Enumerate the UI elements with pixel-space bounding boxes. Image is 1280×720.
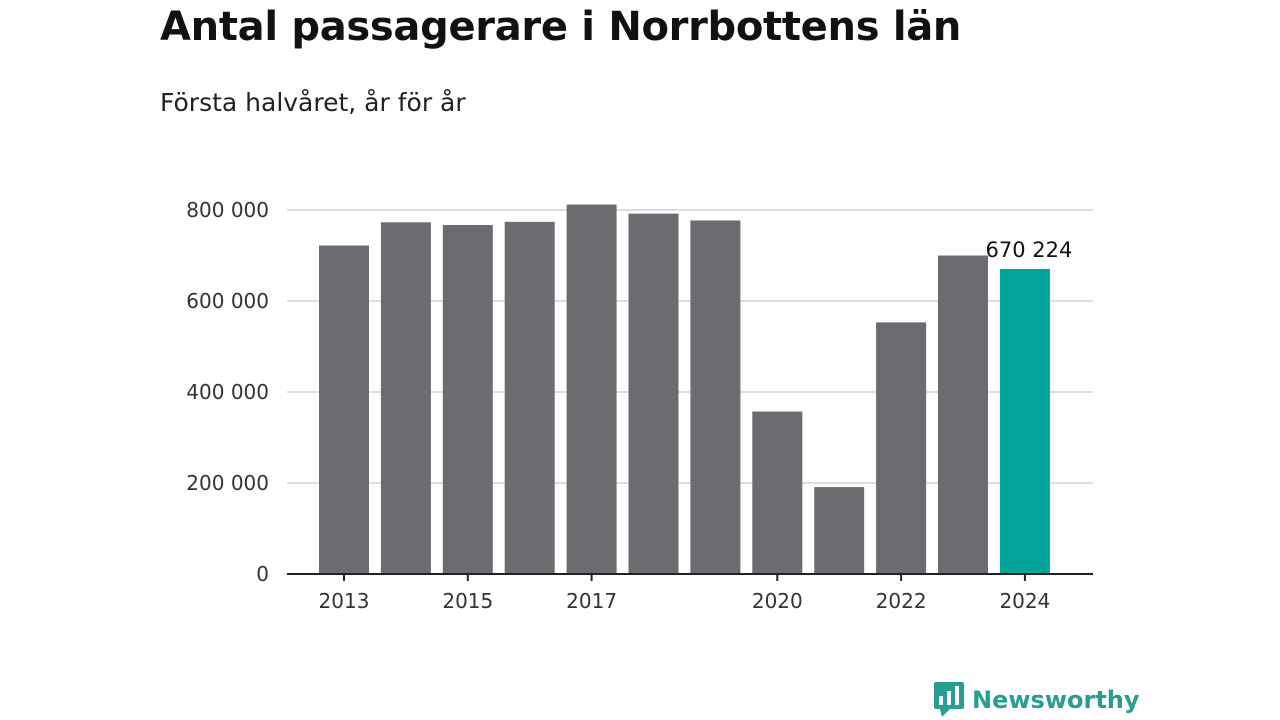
x-tick-label: 2024 [999, 589, 1050, 613]
x-tick-label: 2017 [566, 589, 617, 613]
bar-2019 [690, 220, 741, 574]
bar-2022 [876, 322, 927, 574]
bar-2016 [504, 221, 555, 574]
bar-2024 [999, 269, 1050, 574]
bar-2020 [752, 411, 803, 574]
x-tick-label: 2015 [442, 589, 493, 613]
bars [319, 204, 1050, 575]
chart-subtitle: Första halvåret, år för år [160, 88, 466, 117]
y-tick-label: 400 000 [186, 380, 269, 404]
y-tick-label: 200 000 [186, 471, 269, 495]
bar-2014 [380, 222, 431, 574]
brand-logo: Newsworthy [934, 682, 1140, 718]
x-tick-label: 2020 [752, 589, 803, 613]
y-tick-label: 800 000 [186, 198, 269, 222]
newsworthy-logo-icon [934, 682, 964, 717]
bar-2015 [442, 225, 493, 574]
bar-2017 [566, 204, 617, 575]
bar-2013 [319, 245, 369, 575]
chart-title: Antal passagerare i Norrbottens län [160, 4, 962, 50]
labels: 0 200 000 400 000 600 000 800 000 2013 2015 201… [186, 198, 1072, 613]
y-tick-label: 600 000 [186, 289, 269, 313]
x-tick-label: 2013 [319, 589, 370, 613]
axes [287, 573, 1093, 581]
bar-2018 [628, 213, 679, 574]
y-tick-label: 0 [256, 562, 269, 586]
bar-2023 [938, 255, 988, 574]
x-tick-label: 2022 [876, 589, 927, 613]
bar-2021 [814, 487, 865, 574]
brand-name: Newsworthy [972, 686, 1140, 714]
data-label: 670 224 [985, 238, 1072, 262]
